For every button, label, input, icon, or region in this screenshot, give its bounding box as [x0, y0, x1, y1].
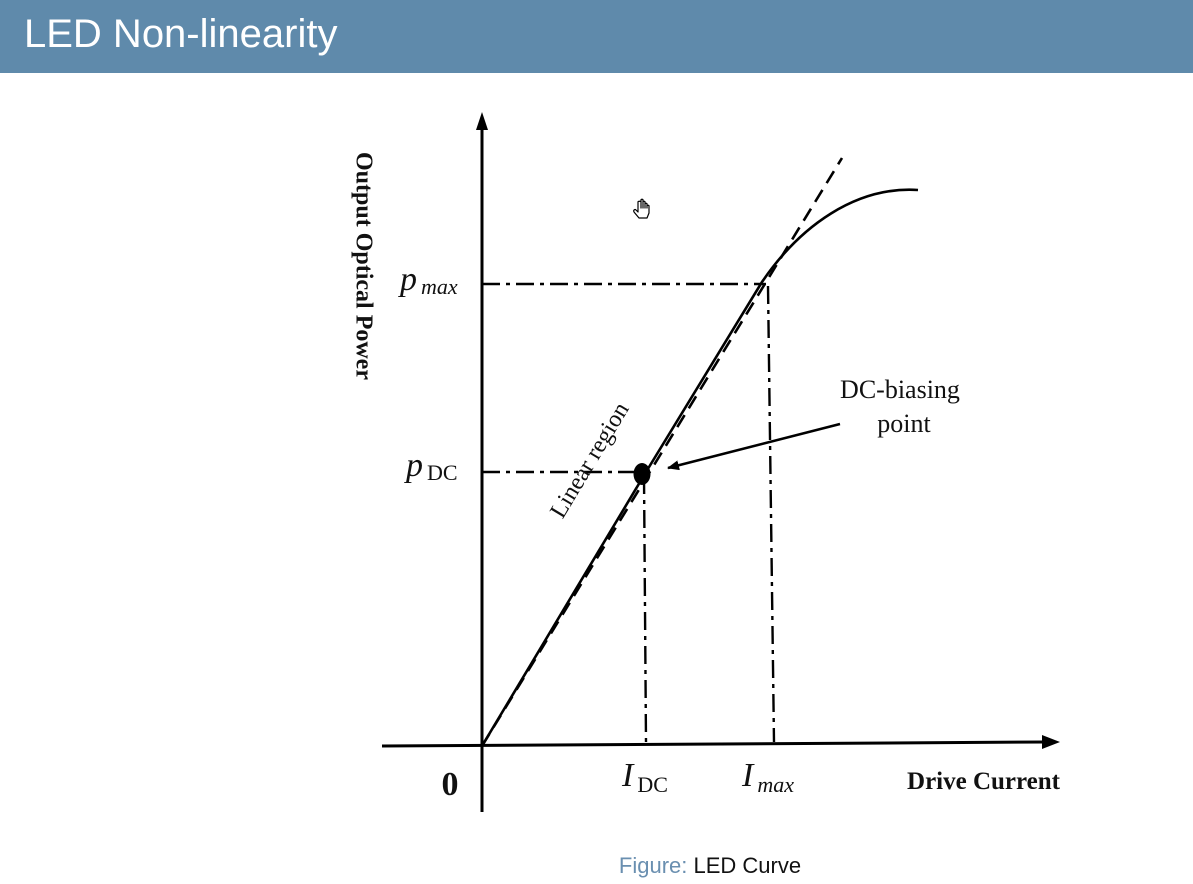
- bias-pointer-arrow: [667, 422, 841, 471]
- hand-cursor-icon: [633, 198, 650, 219]
- imax-label-main: I: [741, 757, 755, 794]
- pdc-label: p DC: [404, 447, 458, 485]
- y-axis-label: Output Optical Power: [350, 152, 376, 380]
- dc-biasing-label-line2: point: [877, 409, 931, 438]
- caption-text: LED Curve: [693, 853, 802, 878]
- origin-label: 0: [442, 766, 459, 803]
- idc-label-sub: DC: [637, 772, 668, 797]
- linear-region-label: Linear region: [545, 398, 634, 523]
- x-axis: [381, 740, 1047, 748]
- figure-caption: Figure: LED Curve: [0, 853, 1193, 879]
- idc-guide-line: [642, 475, 648, 743]
- dc-biasing-label-line1: DC-biasing: [840, 375, 960, 404]
- slide-title: LED Non-linearity: [24, 12, 338, 56]
- pmax-label-sub: max: [421, 274, 458, 299]
- pmax-label: p max: [398, 261, 458, 299]
- imax-label: I max: [741, 757, 794, 797]
- pdc-label-sub: DC: [427, 460, 458, 485]
- x-axis-arrowhead: [1042, 735, 1060, 749]
- led-response-curve: [480, 188, 919, 747]
- idc-label: I DC: [621, 757, 668, 797]
- dc-biasing-point: [633, 463, 651, 485]
- imax-guide-line: [766, 285, 776, 743]
- y-axis-arrowhead: [476, 112, 488, 130]
- pmax-label-main: p: [398, 261, 417, 298]
- pdc-label-main: p: [404, 447, 423, 484]
- idc-label-main: I: [621, 757, 635, 794]
- x-axis-label: Drive Current: [907, 768, 1061, 795]
- caption-label: Figure:: [618, 853, 688, 878]
- imax-label-sub: max: [757, 772, 794, 797]
- title-bar: LED Non-linearity: [0, 0, 1193, 73]
